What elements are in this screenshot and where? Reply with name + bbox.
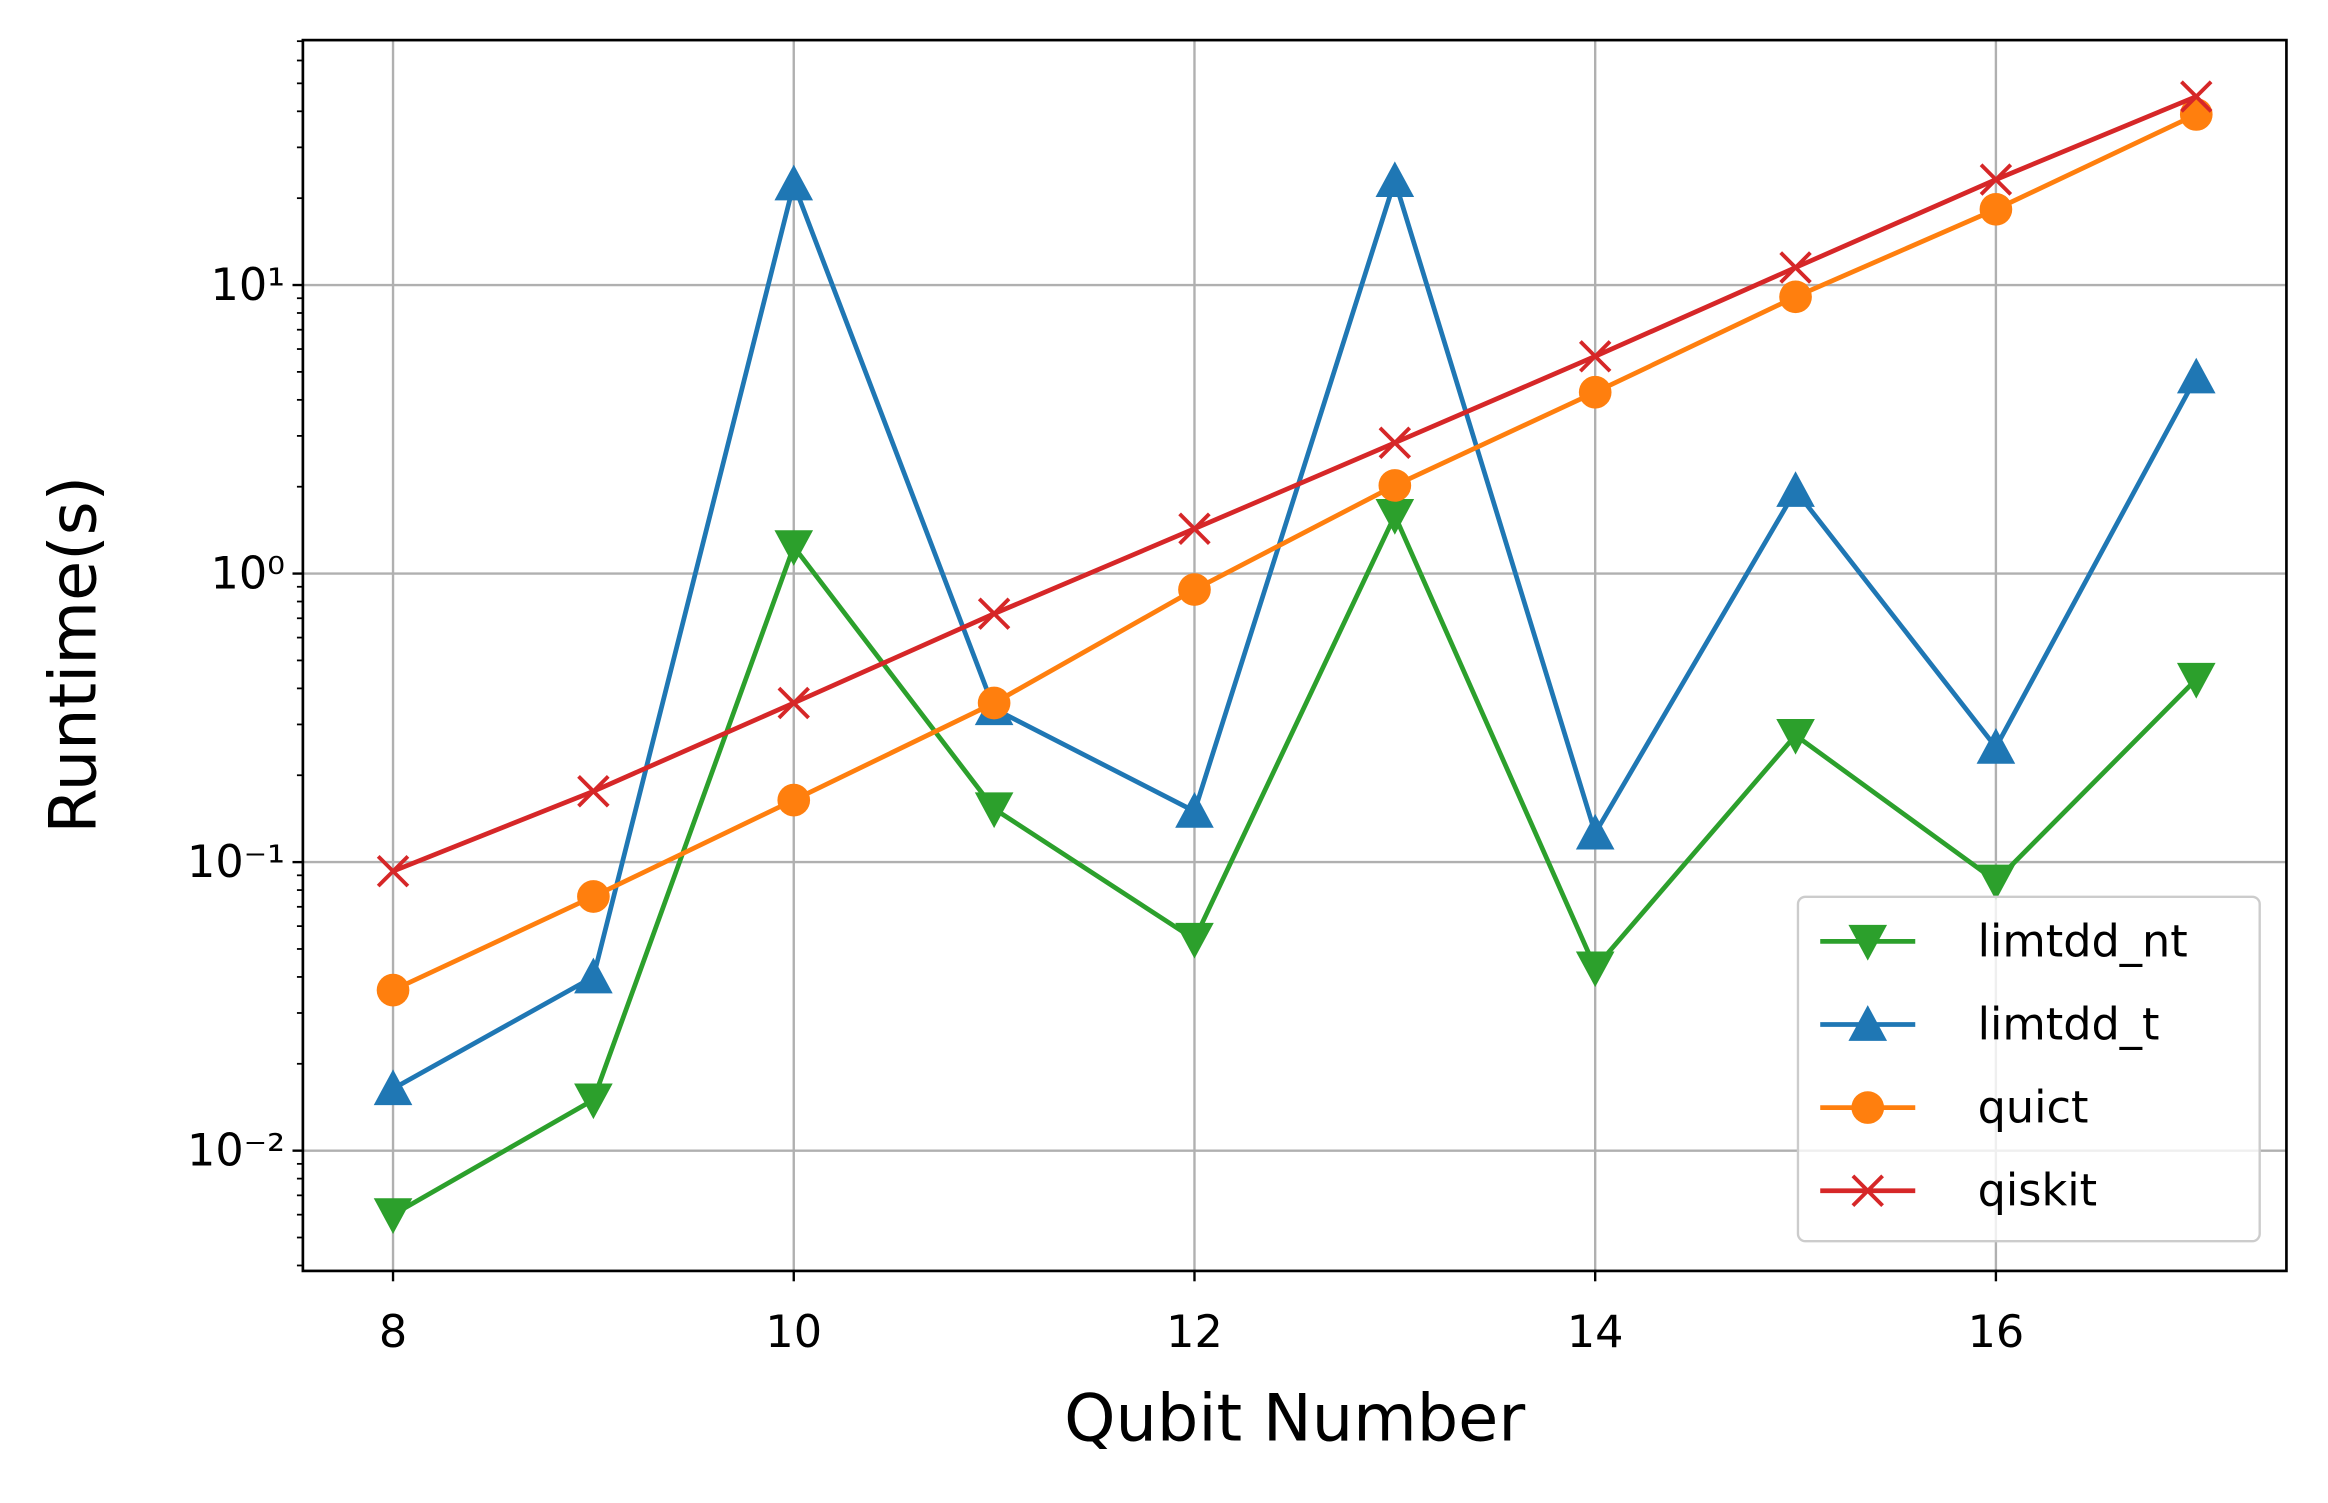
- marker: [1575, 813, 1615, 850]
- marker: [774, 530, 814, 566]
- marker: [1575, 951, 1615, 988]
- legend-label: limtdd_t: [1978, 998, 2160, 1050]
- legend-label: limtdd_nt: [1978, 915, 2188, 967]
- y-tick-label: 10⁻¹: [187, 836, 285, 888]
- x-tick-label: 8: [379, 1306, 407, 1358]
- x-tick-label: 12: [1166, 1306, 1223, 1358]
- plot-frame: [301, 38, 2288, 1273]
- series-line: [391, 172, 2199, 1091]
- x-tick-label: 10: [765, 1306, 822, 1358]
- marker: [1848, 1005, 1888, 1041]
- legend-box: [1796, 895, 2261, 1243]
- marker: [777, 783, 811, 817]
- marker: [577, 775, 610, 808]
- y-tick-label: 10¹: [211, 259, 286, 311]
- marker: [574, 957, 613, 994]
- marker: [1979, 163, 2013, 196]
- marker: [1776, 471, 1815, 507]
- marker: [1979, 192, 2013, 226]
- marker: [777, 686, 810, 720]
- marker: [1578, 340, 1612, 373]
- marker: [974, 792, 1014, 829]
- marker: [1178, 512, 1211, 545]
- marker: [1776, 718, 1815, 755]
- marker: [1378, 426, 1412, 459]
- marker: [2176, 662, 2216, 699]
- y-tick-label: 10⁻²: [187, 1125, 285, 1177]
- marker: [1851, 1174, 1884, 1207]
- marker: [1976, 727, 2016, 764]
- marker: [977, 597, 1011, 630]
- series-line: [392, 94, 2198, 874]
- marker: [2176, 357, 2216, 394]
- marker: [2180, 80, 2213, 113]
- legend-label: quict: [1978, 1082, 2089, 1134]
- series-line: [391, 509, 2198, 1217]
- marker: [373, 1069, 413, 1106]
- marker: [1178, 573, 1211, 606]
- marker: [977, 686, 1011, 720]
- marker: [373, 1198, 413, 1234]
- marker: [1175, 792, 1214, 828]
- x-tick-label: 14: [1567, 1306, 1624, 1358]
- y-tick-label: 10⁰: [211, 548, 286, 600]
- marker: [1779, 280, 1812, 314]
- marker: [774, 164, 814, 201]
- marker: [376, 973, 410, 1007]
- marker: [1976, 864, 2016, 901]
- marker: [1578, 375, 1612, 409]
- marker: [574, 1083, 613, 1120]
- marker: [1851, 1091, 1885, 1124]
- legend-label: qiskit: [1978, 1165, 2097, 1217]
- marker: [1779, 251, 1812, 284]
- marker: [376, 854, 410, 888]
- y-axis-label: Runtime(s): [35, 476, 111, 834]
- marker: [1848, 924, 1888, 961]
- marker: [1378, 469, 1412, 502]
- marker: [1375, 499, 1415, 535]
- marker: [577, 880, 610, 913]
- x-axis-label: Qubit Number: [1064, 1380, 1525, 1456]
- x-tick-label: 16: [1968, 1306, 2025, 1358]
- marker: [1175, 922, 1214, 959]
- marker: [1375, 161, 1415, 198]
- series-line: [392, 112, 2198, 993]
